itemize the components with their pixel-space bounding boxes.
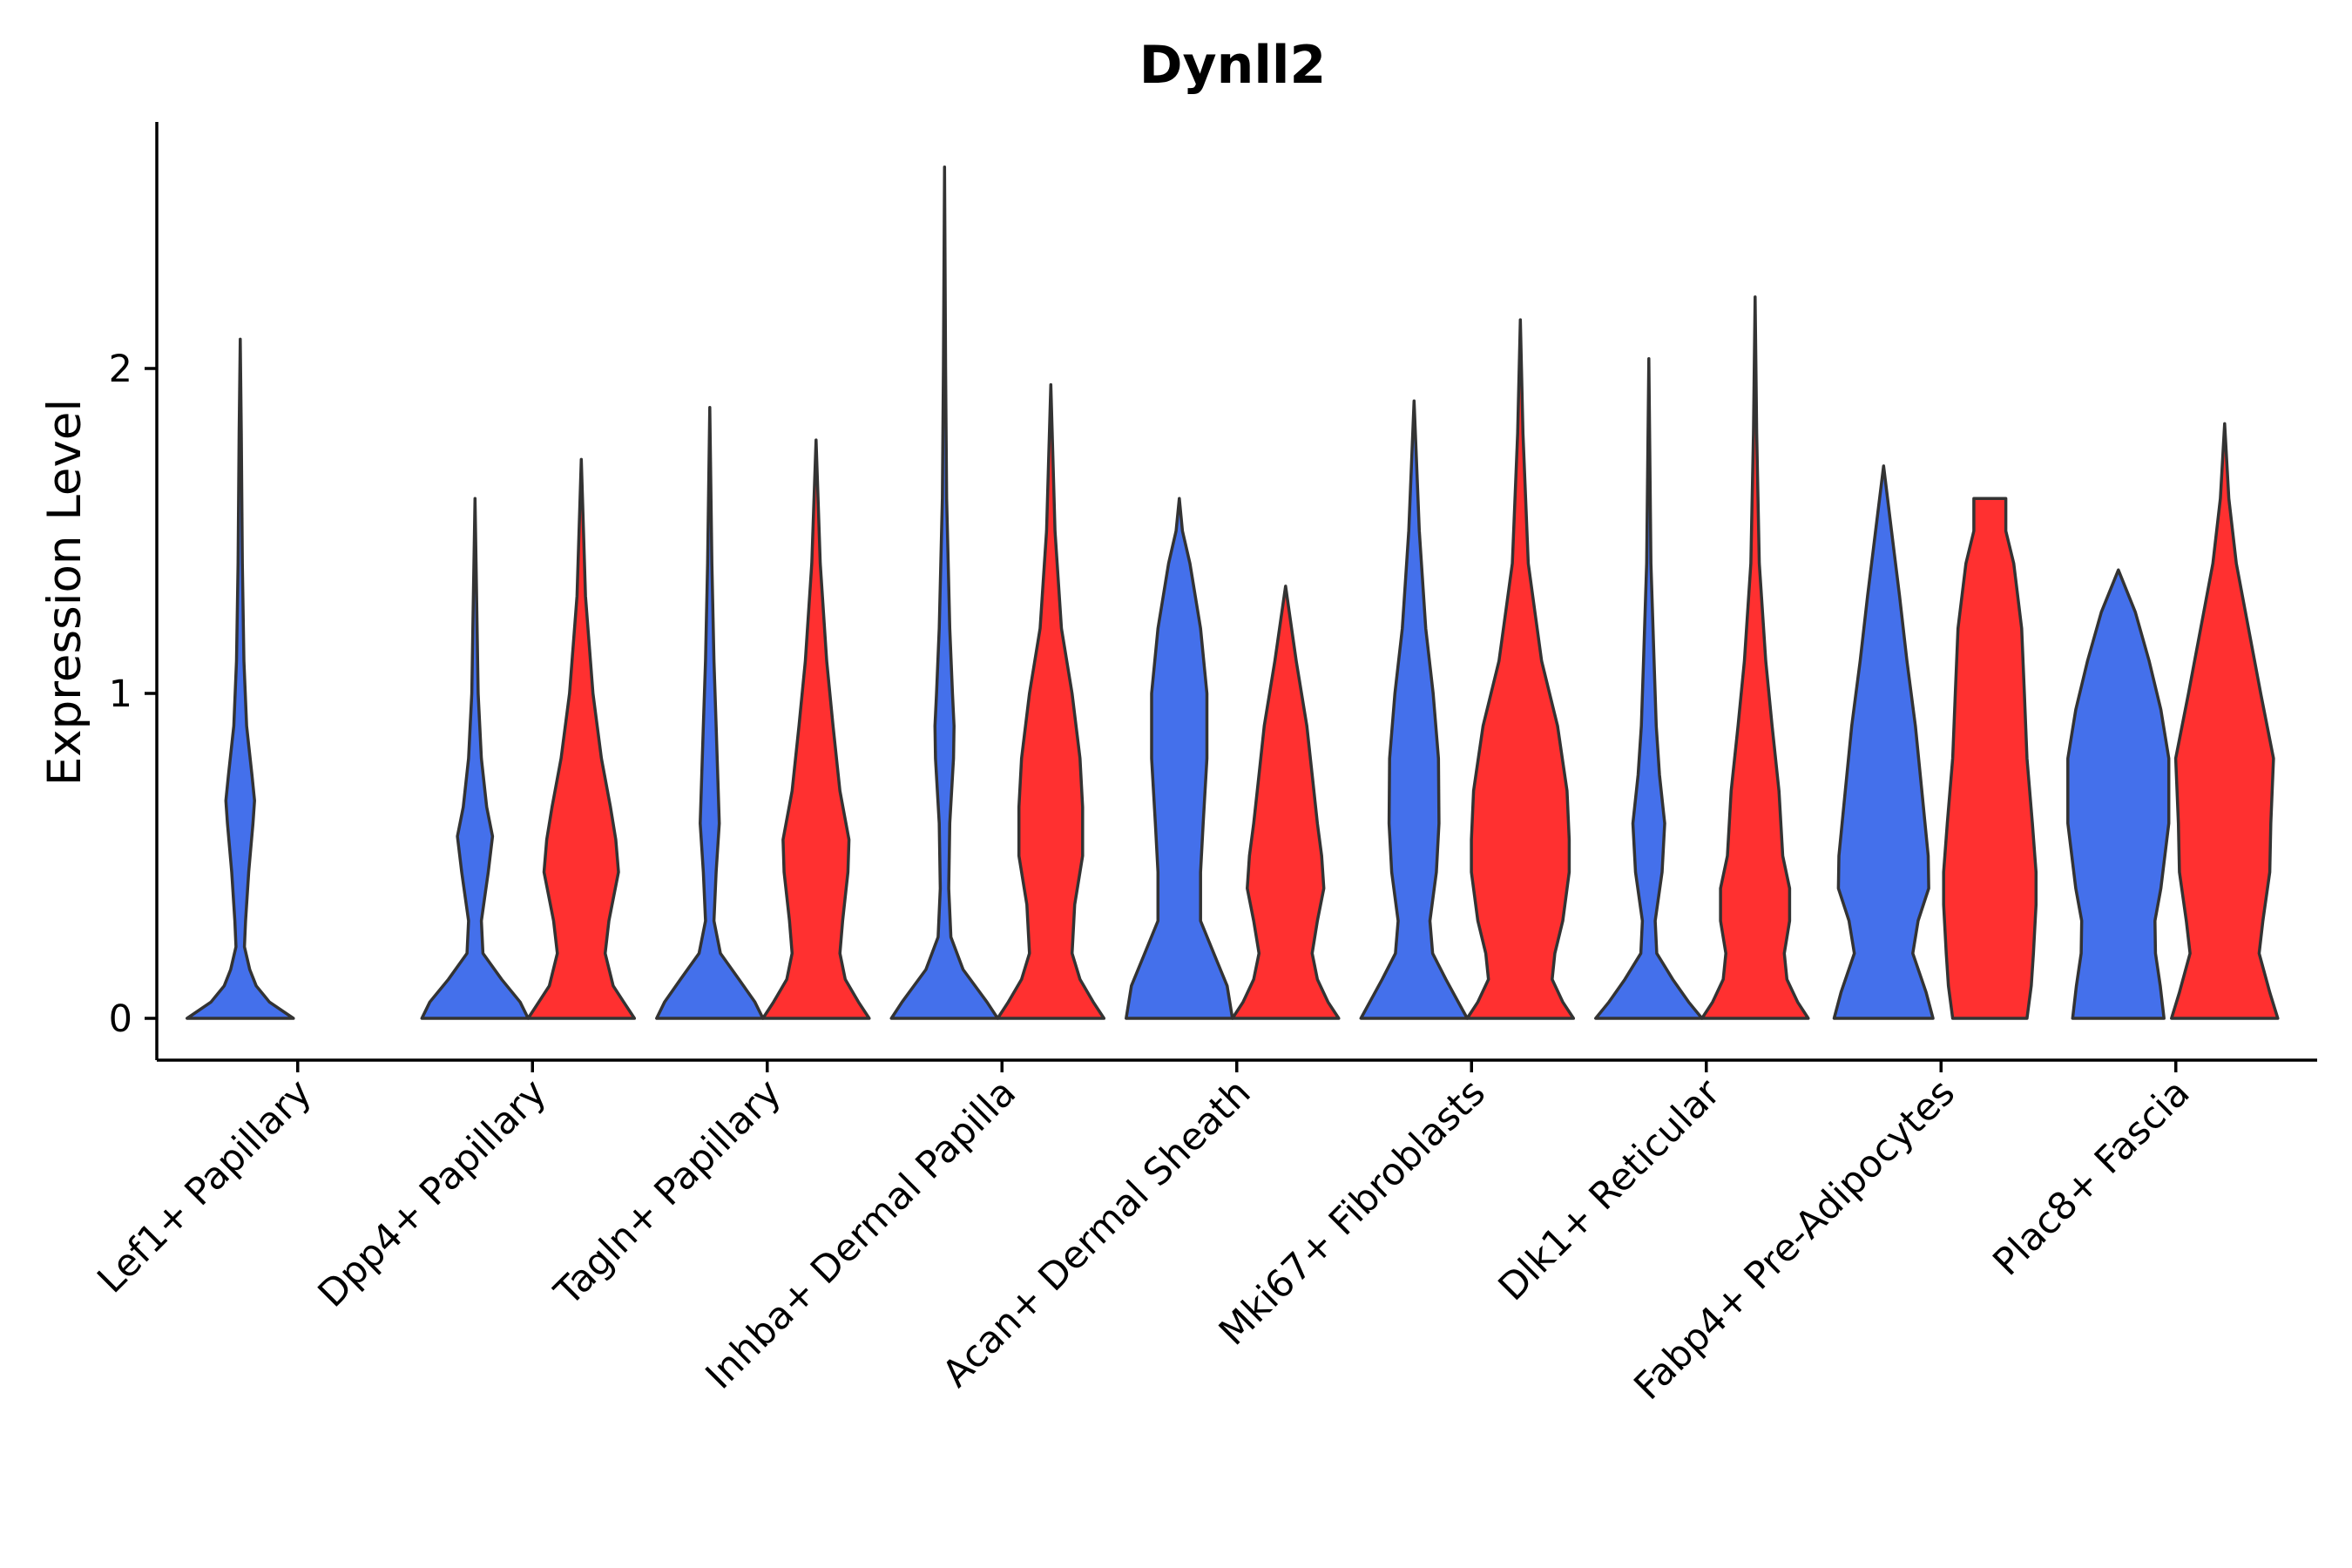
violin-2-6 bbox=[1465, 318, 1576, 1020]
violin-1-5 bbox=[1125, 497, 1234, 1020]
x-tick-label: Lef1+ Papillary bbox=[89, 1071, 320, 1301]
violin-2-2 bbox=[526, 457, 637, 1020]
y-axis-label: Expression Level bbox=[38, 399, 91, 786]
violin-1-3 bbox=[655, 406, 765, 1020]
y-tick-label: 0 bbox=[109, 997, 132, 1041]
y-tick-label: 1 bbox=[109, 672, 132, 716]
x-tick-label: Dpp4+ Papillary bbox=[310, 1071, 555, 1315]
violin-2-8 bbox=[1942, 497, 2038, 1020]
x-tick-label: Mki67+ Fibroblasts bbox=[1211, 1071, 1494, 1354]
violin-1-2 bbox=[420, 497, 531, 1020]
x-tick-label: Dlk1+ Reticular bbox=[1490, 1071, 1729, 1309]
violin-1-6 bbox=[1359, 399, 1470, 1020]
violin-1-7 bbox=[1594, 357, 1704, 1020]
violin-2-7 bbox=[1700, 295, 1810, 1020]
violin-layer bbox=[186, 165, 2280, 1020]
violin-1-9 bbox=[2066, 568, 2171, 1020]
violin-2-9 bbox=[2170, 422, 2280, 1020]
violin-1-4 bbox=[889, 165, 1000, 1020]
x-tick-label: Plac8+ Fascia bbox=[1985, 1071, 2199, 1284]
violin-1-1 bbox=[186, 337, 295, 1020]
violin-2-5 bbox=[1231, 585, 1341, 1020]
violin-1-8 bbox=[1832, 464, 1935, 1020]
y-tick-label: 2 bbox=[109, 348, 132, 391]
x-tick-label: Tagln+ Papillary bbox=[546, 1071, 790, 1315]
chart-title: Dynll2 bbox=[1139, 35, 1327, 96]
violin-2-4 bbox=[996, 382, 1106, 1020]
violin-2-3 bbox=[761, 438, 871, 1020]
